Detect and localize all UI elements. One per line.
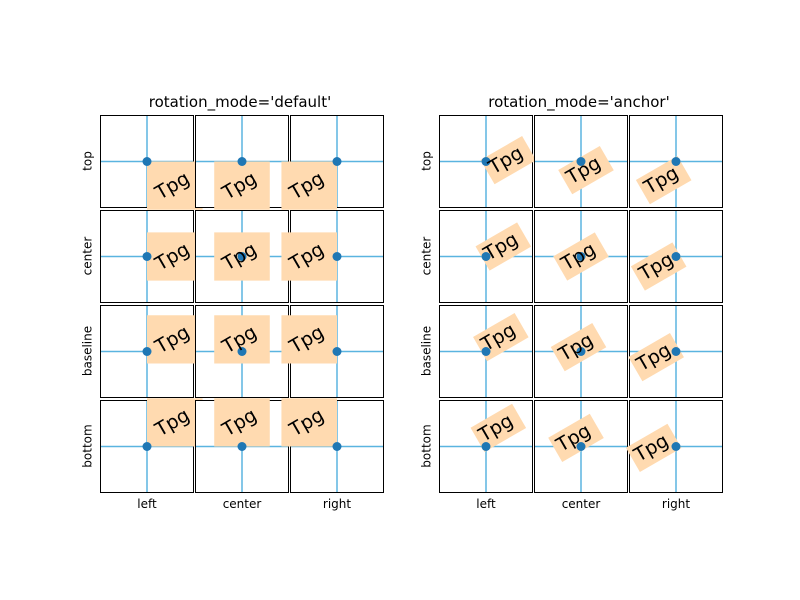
cell-anchor-top-right: Tpg [629, 115, 723, 208]
text-background-box [635, 156, 692, 205]
row-label-center: center [81, 237, 95, 276]
text-background-box [628, 333, 684, 382]
cell-default-top-left: Tpg [100, 115, 203, 210]
cell-anchor-center-center: Tpg [534, 210, 628, 303]
text-background-box [147, 161, 203, 210]
anchor-point [237, 442, 247, 451]
text-background-box [480, 136, 537, 185]
anchor-point [142, 252, 152, 261]
cell-default-baseline-right: Tpg [281, 305, 384, 398]
anchor-point [142, 442, 152, 451]
anchor-point [576, 442, 586, 451]
anchor-point [332, 157, 342, 166]
cell-anchor-bottom-right: Tpg [625, 400, 723, 493]
row-label-center: center [420, 237, 434, 276]
col-label-left: left [137, 497, 157, 511]
anchor-point [481, 347, 491, 356]
anchor-point [237, 252, 247, 261]
cell-anchor-bottom-center: Tpg [534, 400, 628, 493]
anchor-point [576, 347, 586, 356]
col-label-right: right [323, 497, 351, 511]
anchor-point [576, 157, 586, 166]
text-background-box [147, 315, 203, 364]
text-background-box [548, 413, 604, 462]
cell-default-center-right: Tpg [281, 210, 384, 303]
text-background-box [281, 232, 337, 281]
anchor-point [481, 252, 491, 261]
panel-title-default: rotation_mode='default' [149, 93, 331, 112]
cell-default-top-center: Tpg [195, 115, 289, 210]
cell-anchor-center-right: Tpg [629, 210, 723, 303]
row-label-baseline: baseline [81, 326, 95, 376]
text-background-box [147, 398, 203, 447]
anchor-point [576, 252, 586, 261]
cell-default-top-right: Tpg [281, 115, 384, 210]
cell-default-baseline-center: Tpg [195, 305, 289, 398]
cell-anchor-bottom-left: Tpg [439, 400, 533, 493]
col-label-center: center [223, 497, 262, 511]
anchor-point [332, 442, 342, 451]
anchor-point [671, 157, 681, 166]
row-label-top: top [420, 151, 434, 171]
anchor-point [671, 252, 681, 261]
cell-default-bottom-right: Tpg [281, 398, 384, 493]
col-label-left: left [476, 497, 496, 511]
cell-anchor-baseline-right: Tpg [628, 305, 723, 398]
row-label-top: top [81, 151, 95, 171]
cell-anchor-center-left: Tpg [439, 210, 533, 303]
cell-anchor-top-left: Tpg [439, 115, 537, 208]
text-background-box [281, 398, 337, 447]
row-label-bottom: bottom [81, 424, 95, 467]
cell-anchor-top-center: Tpg [534, 115, 628, 208]
text-background-box [214, 398, 270, 447]
panel-anchor: rotation_mode='anchor' top Tpg Tpg Tpgcente… [420, 93, 723, 511]
anchor-point [671, 347, 681, 356]
text-background-box [281, 161, 337, 210]
col-label-center: center [562, 497, 601, 511]
text-background-box [558, 146, 614, 195]
panel-title-anchor: rotation_mode='anchor' [488, 93, 669, 112]
anchor-point [481, 157, 491, 166]
anchor-point [332, 347, 342, 356]
cell-anchor-baseline-left: Tpg [439, 305, 533, 398]
anchor-point [142, 347, 152, 356]
cell-default-center-center: Tpg [195, 210, 289, 303]
anchor-point [332, 252, 342, 261]
cell-default-bottom-center: Tpg [195, 398, 289, 493]
text-background-box [625, 423, 682, 472]
cell-default-center-left: Tpg [100, 210, 203, 303]
text-background-box [281, 315, 337, 364]
row-label-bottom: bottom [420, 424, 434, 467]
anchor-point [481, 442, 491, 451]
text-background-box [147, 232, 203, 281]
row-label-baseline: baseline [420, 326, 434, 376]
text-background-box [550, 323, 607, 372]
anchor-point [142, 157, 152, 166]
anchor-point [671, 442, 681, 451]
cell-default-bottom-left: Tpg [100, 398, 203, 493]
anchor-point [237, 347, 247, 356]
cell-anchor-baseline-center: Tpg [534, 305, 628, 398]
text-background-box [214, 161, 270, 210]
text-background-box [470, 403, 527, 452]
anchor-point [237, 157, 247, 166]
col-label-right: right [662, 497, 690, 511]
cell-default-baseline-left: Tpg [100, 305, 203, 398]
